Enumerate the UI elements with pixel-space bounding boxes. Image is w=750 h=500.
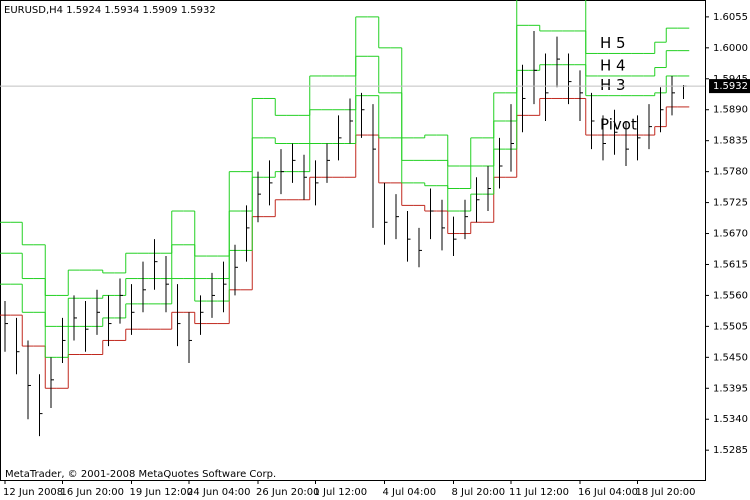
y-tick-label: 1.5890 — [713, 105, 748, 116]
y-tick-label: 1.5285 — [713, 445, 748, 456]
y-tick-label: 1.5450 — [713, 352, 748, 363]
y-tick-label: 1.5780 — [713, 167, 748, 178]
y-tick-label: 1.5505 — [713, 321, 748, 332]
level-label: H 3 — [600, 76, 626, 94]
level-label: Pivot — [600, 116, 637, 134]
last-price-box — [709, 79, 750, 94]
plot-frame — [0, 0, 706, 481]
x-tick-label: 16 Jul 04:00 — [578, 487, 638, 498]
chart-title: EURUSD,H4 1.5924 1.5934 1.5909 1.5932 — [4, 5, 216, 16]
axis-group: 1.60551.60001.59451.58901.58351.57801.57… — [3, 12, 750, 498]
x-tick-label: 24 Jun 04:00 — [187, 487, 251, 498]
x-tick-label: 16 Jun 20:00 — [61, 487, 125, 498]
y-tick-label: 1.6055 — [713, 12, 748, 23]
y-tick-label: 1.5395 — [713, 383, 748, 394]
footer: MetaTrader, © 2001-2008 MetaQuotes Softw… — [5, 469, 276, 480]
y-tick-label: 1.5725 — [713, 198, 748, 209]
x-tick-label: 12 Jun 2008 — [3, 487, 63, 498]
x-tick-label: 19 Jun 12:00 — [130, 487, 194, 498]
y-tick-label: 1.5615 — [713, 259, 748, 270]
x-tick-label: 8 Jul 20:00 — [452, 487, 506, 498]
plot-area: Pivot H 3 H 4 H 5 — [0, 0, 705, 437]
level-label: H 4 — [600, 56, 626, 74]
x-tick-label: 1 Jul 12:00 — [314, 487, 368, 498]
y-tick-label: 1.6000 — [713, 43, 748, 54]
x-tick-label: 11 Jul 12:00 — [509, 487, 569, 498]
x-tick-label: 26 Jun 20:00 — [256, 487, 320, 498]
last-price-label: 1.5932 — [713, 81, 748, 92]
y-tick-label: 1.5340 — [713, 414, 748, 425]
y-tick-label: 1.5560 — [713, 290, 748, 301]
x-tick-label: 18 Jul 20:00 — [636, 487, 696, 498]
y-tick-label: 1.5835 — [713, 136, 748, 147]
y-tick-label: 1.5670 — [713, 229, 748, 240]
x-tick-label: 4 Jul 04:00 — [383, 487, 437, 498]
level-label: H 5 — [600, 34, 626, 52]
